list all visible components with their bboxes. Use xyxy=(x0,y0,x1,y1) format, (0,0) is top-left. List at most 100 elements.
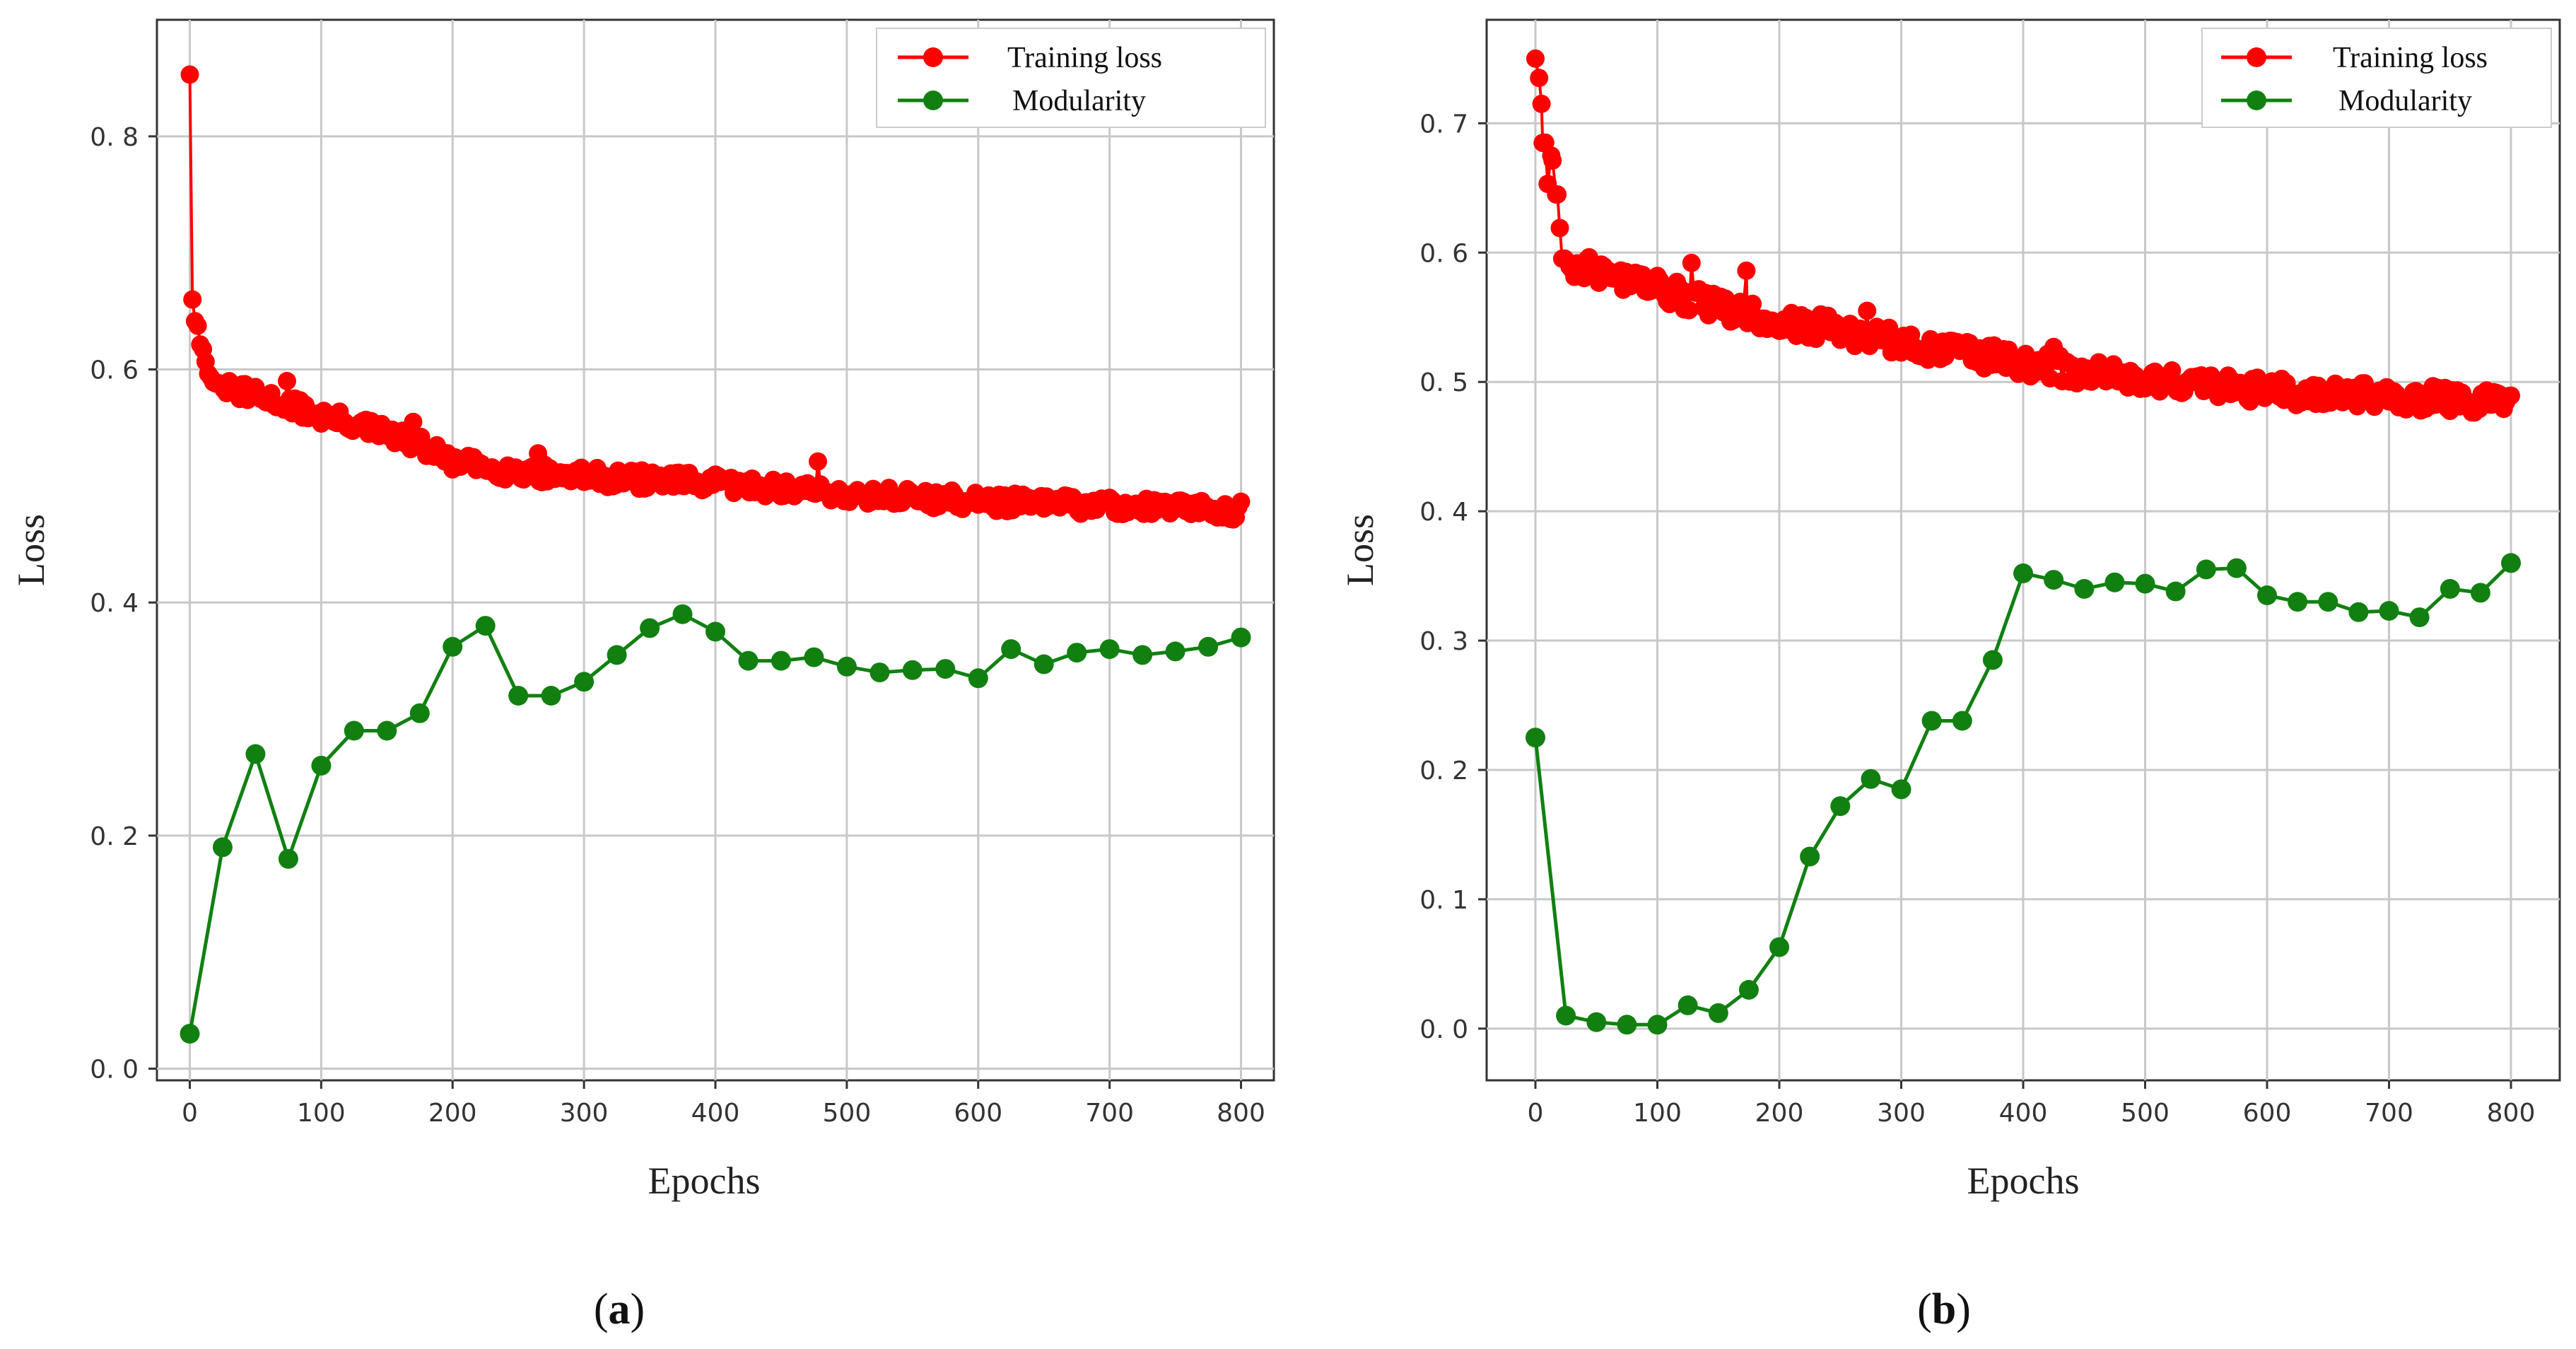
x-tick-label: 800 xyxy=(2487,1099,2536,1128)
legend-modularity-label: Modularity xyxy=(2338,85,2472,117)
x-tick-label: 200 xyxy=(1755,1099,1804,1128)
modularity-point xyxy=(902,660,923,680)
tick-labels: 0 100 200 300 400 500 600 700 800 0. 0 0. 1 0. 2 0. … xyxy=(1419,110,2535,1128)
modularity-point xyxy=(2165,581,2186,602)
modularity-point xyxy=(377,720,397,741)
modularity-point xyxy=(1678,995,1698,1015)
grid-lines xyxy=(157,20,1274,1080)
y-tick-label: 0. 6 xyxy=(90,356,139,385)
modularity-point xyxy=(2379,601,2399,621)
training-loss-point xyxy=(1858,301,1877,320)
modularity-point xyxy=(574,672,595,692)
panel-caption-a: (a) xyxy=(594,1285,645,1333)
modularity-point xyxy=(870,662,890,683)
y-axis-title: Loss xyxy=(1339,514,1381,586)
x-tick-label: 700 xyxy=(2365,1099,2413,1128)
training-loss-point xyxy=(2502,386,2520,405)
modularity-point xyxy=(2470,583,2490,603)
x-tick-label: 500 xyxy=(2121,1099,2170,1128)
x-tick-label: 600 xyxy=(2243,1099,2292,1128)
modularity-point xyxy=(541,686,561,706)
modularity-point xyxy=(1800,846,1820,867)
legend: Training loss Modularity xyxy=(876,28,1266,128)
x-tick-label: 300 xyxy=(560,1099,609,1128)
y-tick-label: 0. 3 xyxy=(1419,627,1468,656)
modularity-point xyxy=(1861,769,1881,789)
legend-modularity-swatch-marker xyxy=(923,90,943,110)
modularity-point xyxy=(1708,1003,1728,1023)
modularity-point xyxy=(2044,570,2064,590)
legend: Training loss Modularity xyxy=(2201,28,2552,128)
caption-open-paren: ( xyxy=(594,1285,609,1333)
modularity-point xyxy=(1526,728,1545,748)
x-tick-label: 0 xyxy=(182,1099,198,1128)
caption-close-paren: ) xyxy=(631,1285,645,1333)
grid-lines xyxy=(1487,20,2560,1080)
training-loss-point xyxy=(183,290,202,309)
modularity-series xyxy=(1526,553,2521,1035)
modularity-point xyxy=(1647,1015,1668,1035)
modularity-point xyxy=(2135,573,2155,594)
x-axis-title: Epochs xyxy=(1967,1160,2080,1202)
modularity-point xyxy=(1556,1005,1576,1026)
modularity-point xyxy=(2440,578,2460,599)
series-layer xyxy=(180,65,1251,1044)
modularity-point xyxy=(771,650,791,671)
modularity-point xyxy=(672,604,693,624)
modularity-point xyxy=(2348,602,2369,622)
series-layer xyxy=(1526,49,2521,1035)
training-loss-point xyxy=(809,452,827,471)
tick-labels: 0 100 200 300 400 500 600 700 800 0. 0 0. 2 0. 4 0. … xyxy=(90,123,1265,1128)
modularity-point xyxy=(1231,627,1251,648)
training-loss-point xyxy=(404,412,423,431)
modularity-point xyxy=(344,720,364,741)
modularity-point xyxy=(1132,645,1153,665)
x-tick-label: 800 xyxy=(1217,1099,1265,1128)
modularity-point xyxy=(1891,779,1911,800)
legend-modularity-label: Modularity xyxy=(1012,85,1146,117)
y-tick-label: 0. 4 xyxy=(1419,498,1468,527)
modularity-point xyxy=(409,703,430,723)
x-tick-label: 500 xyxy=(823,1099,872,1128)
legend-training-label: Training loss xyxy=(1007,42,1162,74)
training-loss-point xyxy=(2365,397,2384,416)
panel-caption-b: (b) xyxy=(1917,1285,1971,1333)
legend-training-label: Training loss xyxy=(2333,42,2488,74)
x-tick-label: 0 xyxy=(1528,1099,1544,1128)
training-loss-series xyxy=(1526,49,2520,422)
training-loss-point xyxy=(1526,49,1545,68)
x-tick-label: 100 xyxy=(297,1099,346,1128)
modularity-point xyxy=(804,647,824,667)
y-tick-label: 0. 6 xyxy=(1419,239,1468,268)
x-tick-label: 600 xyxy=(954,1099,1002,1128)
modularity-point xyxy=(738,650,759,671)
modularity-point xyxy=(2288,592,2308,612)
training-loss-point xyxy=(1550,218,1569,238)
training-loss-point xyxy=(1532,94,1551,113)
modularity-point xyxy=(1001,639,1021,660)
modularity-point xyxy=(2226,558,2247,578)
training-loss-point xyxy=(1231,492,1251,511)
caption-letter: a xyxy=(609,1285,631,1333)
modularity-point xyxy=(1099,639,1120,660)
chart-panel-a: 0 100 200 300 400 500 600 700 800 0. 0 0. 2 0. 4 0. … xyxy=(10,18,1275,1333)
modularity-point xyxy=(2104,572,2125,592)
modularity-point xyxy=(180,1024,200,1044)
training-loss-point xyxy=(1543,151,1562,170)
y-axis-title: Loss xyxy=(10,514,52,586)
modularity-point xyxy=(475,616,496,636)
modularity-point xyxy=(2318,592,2338,612)
x-tick-label: 200 xyxy=(428,1099,477,1128)
modularity-point xyxy=(1165,641,1185,662)
modularity-point xyxy=(508,686,529,706)
modularity-point xyxy=(443,636,463,657)
x-axis-title: Epochs xyxy=(648,1160,761,1202)
modularity-point xyxy=(2409,607,2430,628)
modularity-point xyxy=(1769,937,1789,957)
legend-modularity-swatch-marker xyxy=(2247,90,2266,110)
y-tick-label: 0. 2 xyxy=(1419,757,1468,786)
modularity-point xyxy=(935,659,956,679)
y-tick-label: 0. 5 xyxy=(1419,368,1468,397)
caption-letter: b xyxy=(1932,1285,1956,1333)
